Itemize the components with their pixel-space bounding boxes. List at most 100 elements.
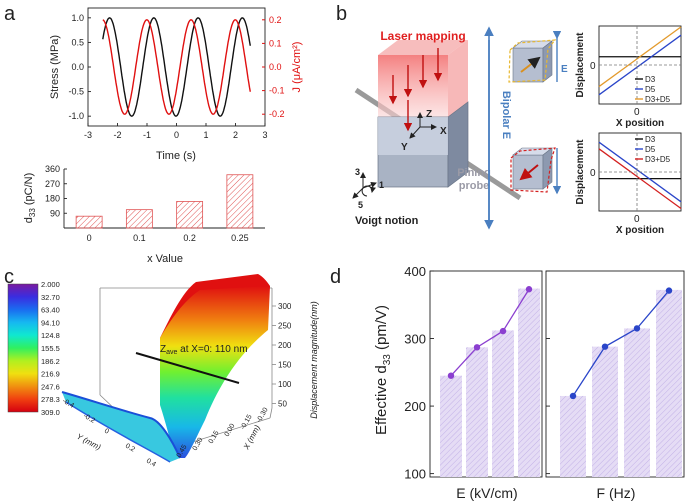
c-ztick: 150 <box>278 361 292 370</box>
d-bar <box>440 375 462 477</box>
a-top-ytick: 0.5 <box>71 37 84 47</box>
panel-a-top-chart: -3 -2 -1 0 1 2 3 1.0 0.5 0.0 -0.5 -1.0 0.2 0.1 0.0 -0.1… <box>49 7 303 162</box>
laser-region <box>378 55 448 117</box>
d-point <box>569 392 577 400</box>
d-ytick: 200 <box>404 399 426 414</box>
surface-low-left <box>62 392 180 462</box>
c-xtick: -0.30 <box>256 407 270 424</box>
axis-x-label: X <box>440 126 447 137</box>
d-bar <box>492 330 514 477</box>
small-cube-top <box>508 39 557 83</box>
voigt-axes <box>352 172 377 199</box>
a-top-y2tick: -0.1 <box>269 86 285 96</box>
d-bar <box>624 328 650 477</box>
colorbar-tick: 247.6 <box>41 382 60 391</box>
colorbar-tick: 186.2 <box>41 357 60 366</box>
d-bar <box>560 395 586 477</box>
colorbar-tick: 63.40 <box>41 306 60 315</box>
a-top-xtick: -2 <box>113 130 121 140</box>
d-bar <box>518 288 540 477</box>
a-top-xtick: -1 <box>143 130 151 140</box>
a-top-series-current <box>102 19 251 115</box>
small-cube-bottom <box>510 147 556 193</box>
d-point <box>473 344 481 351</box>
annotation-line <box>135 352 240 384</box>
a-bottom-ylabel: d33 (pC/N) <box>23 173 37 223</box>
a-bottom-bar <box>226 174 254 229</box>
a-bottom-bar <box>176 201 204 229</box>
c-ytick: 0.2 <box>124 443 136 454</box>
a-top-ytick: -1.0 <box>68 111 84 121</box>
axis-y-label: Y <box>401 142 408 153</box>
b-bottom-ylabel: Displacement <box>575 139 586 205</box>
panel-a-bottom-chart: 0 0.1 0.2 0.25 360 270 180 90 d33 (pC/N) x Val… <box>23 164 265 265</box>
a-bottom-bar <box>75 215 103 229</box>
e-label-top: E <box>561 64 568 75</box>
b-inset-legend: D3+D5 <box>645 155 671 164</box>
a-bottom-xtick: 0.25 <box>231 233 249 243</box>
c-xtick: 0.15 <box>208 430 221 445</box>
b-top-xlabel: X position <box>616 118 664 129</box>
c-colorbar: 2.000 32.70 63.40 94.10 124.8 155.5 186.2 216.9… <box>7 280 60 417</box>
panel-letter-a: a <box>4 3 16 25</box>
a-bottom-xtick: 0.2 <box>183 233 196 243</box>
d-ytick: 100 <box>404 467 426 482</box>
d-point <box>525 286 533 293</box>
d-bar <box>466 347 488 477</box>
a-bottom-bar <box>125 209 153 229</box>
a-top-y2tick: -0.2 <box>269 109 285 119</box>
b-bottom-xlabel: X position <box>616 225 664 236</box>
b-inset-legend: D5 <box>645 145 656 154</box>
d-bar <box>592 346 618 477</box>
b-inset-legend: D5 <box>645 85 656 94</box>
colorbar-tick: 155.5 <box>41 344 60 353</box>
b-inset-series <box>598 26 682 88</box>
d-series-line <box>572 290 670 397</box>
a-top-xlabel: Time (s) <box>156 150 196 162</box>
a-top-ytick: 1.0 <box>71 13 84 23</box>
d-xlabel-f: F (Hz) <box>597 485 636 501</box>
colorbar-tick: 216.9 <box>41 370 60 379</box>
colorbar-tick: 124.8 <box>41 331 60 340</box>
pining-probe-label: Pining probe <box>457 167 491 192</box>
a-bottom-xlabel: x Value <box>147 253 183 265</box>
c-annotation: Zave at X=0: 110 nm <box>160 344 248 356</box>
colorbar-tick: 309.0 <box>41 408 60 417</box>
d-xlabel-e: E (kV/cm) <box>456 485 517 501</box>
c-zlabel: Displacement magnitude(nm) <box>309 301 319 419</box>
laser-mapping-label: Laser mapping <box>380 29 465 43</box>
b-inset-legend: D3+D5 <box>645 95 671 104</box>
d-point <box>665 287 673 294</box>
d-bar <box>656 289 682 477</box>
voigt-label: Voigt notion <box>355 215 419 227</box>
a-top-y2tick: 0.1 <box>269 38 282 48</box>
a-bottom-ytick: 180 <box>45 194 60 204</box>
c-xtick: 0.00 <box>224 423 237 438</box>
b-top-zero-y: 0 <box>590 61 596 72</box>
panel-letter-b: b <box>336 3 347 25</box>
c-surface-plot: Zave at X=0: 110 nm 300 250 200 150 100 50 Di… <box>61 274 319 469</box>
a-top-xtick: 3 <box>262 130 267 140</box>
a-top-xtick: 0 <box>174 130 179 140</box>
a-top-y2tick: 0.0 <box>269 62 282 72</box>
c-ylabel: Y (mm) <box>75 432 103 452</box>
b-top-zero-x: 0 <box>634 107 640 118</box>
b-inset-legend: D3 <box>645 75 656 84</box>
colorbar <box>7 283 39 413</box>
laser-arrows <box>388 48 443 132</box>
a-bottom-ytick: 360 <box>45 164 60 174</box>
surface-main <box>160 286 270 458</box>
voigt-3: 3 <box>355 167 360 177</box>
d-chart: 400 300 200 100 Effective d33 (pm/V) E (kV/… <box>373 264 685 501</box>
d-series-line <box>450 288 530 377</box>
bipolar-e-label: Bipolar E <box>500 91 512 139</box>
colorbar-tick: 2.000 <box>41 280 60 289</box>
d-point <box>447 372 455 379</box>
voigt-1: 1 <box>379 180 384 190</box>
b-bottom-zero-x: 0 <box>634 214 640 225</box>
a-top-xtick: -3 <box>84 130 92 140</box>
d-ylabel: Effective d33 (pm/V) <box>373 305 393 435</box>
a-bottom-ytick: 90 <box>50 208 60 218</box>
